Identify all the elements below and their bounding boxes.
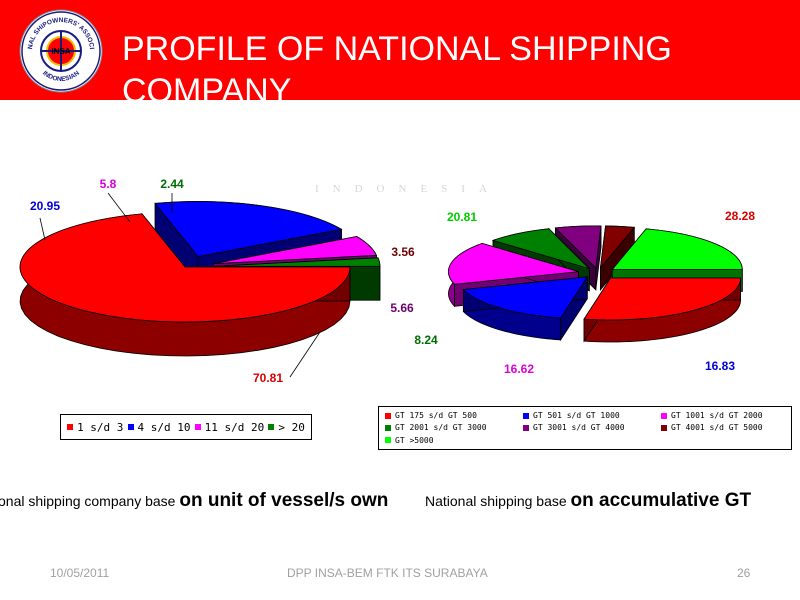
pie-slice: [611, 228, 743, 270]
footer-page-number: 26: [737, 566, 751, 580]
caption-right-emphasis: on accumulative GT: [570, 490, 752, 511]
legend-item: GT 2001 s/d GT 3000: [385, 422, 523, 433]
footer-center: DPP INSA-BEM FTK ITS SURABAYA: [287, 566, 488, 580]
legend-swatch: [661, 424, 667, 431]
leader-line: [289, 331, 321, 378]
pie-slice: [214, 257, 381, 267]
legend-item: GT 501 s/d GT 1000: [523, 410, 661, 421]
legend-item: 11 s/d 20: [194, 420, 265, 434]
legend-label: 1 s/d 3: [77, 420, 124, 434]
footer-date: 10/05/2011: [50, 566, 110, 580]
legend-label: GT 2001 s/d GT 3000: [395, 423, 487, 433]
data-label: 5.8: [100, 177, 117, 191]
legend-gt: GT 175 s/d GT 500 GT 501 s/d GT 1000 GT …: [378, 406, 792, 450]
pie-slice: [599, 225, 636, 270]
legend-label: GT 501 s/d GT 1000: [533, 411, 620, 421]
pie-charts: 70.81 20.95 5.8 2.44 28.28 16.83 16.62 8.24 5.66…: [19, 177, 755, 385]
pie-slice: [448, 242, 579, 285]
legend-label: > 20: [278, 420, 305, 434]
data-label: 16.83: [705, 359, 735, 373]
legend-swatch: [268, 424, 275, 430]
legend-label: GT 3001 s/d GT 4000: [533, 423, 625, 433]
pie-chart: 28.28 16.83 16.62 8.24 5.66 3.56 20.81: [390, 209, 755, 376]
legend-swatch: [523, 424, 529, 431]
legend-label: 4 s/d 10: [137, 420, 191, 434]
pie-slice: [462, 276, 589, 319]
legend-item: > 20: [268, 421, 305, 434]
legend-item: GT 175 s/d GT 500: [385, 410, 523, 421]
legend-swatch: [385, 412, 391, 419]
legend-item: GT 1001 s/d GT 2000: [661, 410, 793, 421]
legend-item: 4 s/d 10: [127, 420, 191, 434]
page-title: PROFILE OF NATIONAL SHIPPING COMPANY: [122, 30, 672, 110]
legend-label: 11 s/d 20: [204, 420, 265, 434]
legend-item: GT 4001 s/d GT 5000: [661, 422, 793, 433]
watermark-text: INDONESIA: [315, 183, 501, 195]
legend-item: GT >5000: [385, 435, 523, 446]
caption-right-text: National shipping base: [425, 493, 571, 509]
legend-label: GT 175 s/d GT 500: [395, 411, 477, 421]
legend-item: GT 3001 s/d GT 4000: [523, 422, 661, 433]
svg-text:INSA: INSA: [51, 47, 70, 56]
caption-left-emphasis: on unit of vessel/s own: [179, 490, 389, 511]
legend-swatch: [385, 437, 391, 444]
leader-line: [39, 217, 46, 241]
pie-slice: [554, 225, 602, 269]
legend-item: 1 s/d 3: [67, 421, 123, 434]
data-label: 28.28: [725, 209, 755, 223]
insa-logo: NATIONAL SHIPOWNERS' ASSOCIATION INDONES…: [15, 3, 104, 94]
legend-swatch: [67, 424, 74, 430]
legend-swatch: [661, 412, 667, 419]
pie-slice: [19, 213, 351, 323]
data-label: 70.81: [253, 371, 283, 385]
legend-label: GT 1001 s/d GT 2000: [671, 411, 763, 421]
legend-swatch: [385, 424, 391, 431]
data-label: 8.24: [414, 333, 438, 347]
legend-vessels: 1 s/d 3 4 s/d 10 11 s/d 20 > 20: [60, 414, 312, 440]
pie-slice: [583, 277, 742, 321]
data-label: 2.44: [160, 177, 184, 191]
pie-slice: [154, 201, 343, 257]
pie-chart: 70.81 20.95 5.8 2.44: [19, 177, 381, 385]
legend-label: GT 4001 s/d GT 5000: [671, 423, 763, 433]
pie-slice: [213, 236, 378, 265]
data-label: 16.62: [504, 362, 534, 376]
data-label: 20.81: [447, 210, 477, 224]
legend-swatch: [194, 424, 201, 430]
data-label: 5.66: [390, 301, 414, 315]
data-label: 3.56: [391, 245, 415, 259]
caption-left-text: onal shipping company base: [0, 493, 180, 509]
caption-right: National shipping base on accumulative G…: [425, 490, 751, 512]
legend-swatch: [523, 412, 529, 419]
caption-left: onal shipping company base on unit of ve…: [0, 490, 388, 512]
legend-label: GT >5000: [395, 435, 434, 445]
header-bar: NATIONAL SHIPOWNERS' ASSOCIATION INDONES…: [0, 0, 800, 110]
pie-slice: [491, 228, 590, 270]
legend-swatch: [127, 424, 134, 430]
leader-line: [107, 192, 131, 223]
data-label: 20.95: [30, 199, 60, 213]
